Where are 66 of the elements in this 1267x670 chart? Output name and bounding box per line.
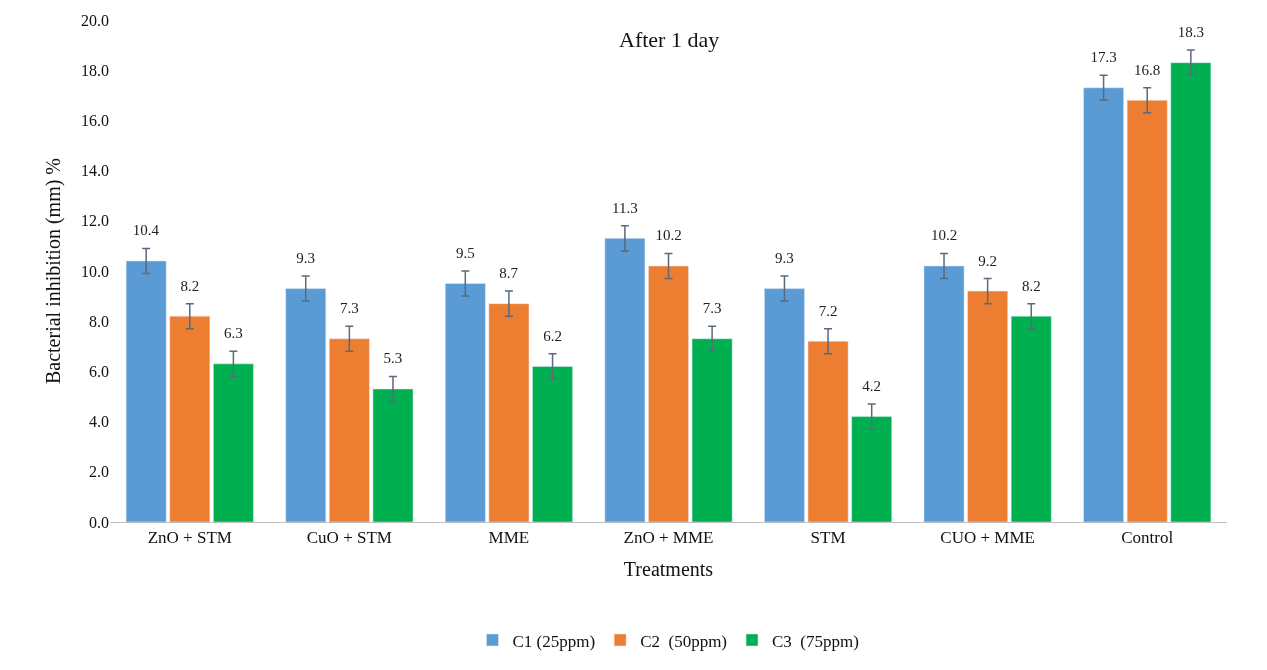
bar [1083,87,1124,522]
bar [1010,315,1052,522]
bar [213,363,254,522]
data-label: 8.2 [180,277,200,294]
bar [604,238,646,522]
data-label: 9.5 [455,245,475,262]
x-tick-label: CuO + STM [306,528,392,548]
bar [532,366,573,522]
y-tick-label: 10.0 [81,262,109,280]
y-tick-label: 8.0 [89,312,109,330]
data-label: 17.3 [1090,49,1117,66]
data-label: 6.3 [224,325,243,342]
legend-label: C1 (25ppm) [512,631,596,651]
bar [648,265,689,522]
legend-label: C3 (75ppm) [772,631,859,651]
bar [1126,100,1168,522]
y-axis-title: Bacterial inhibition (mm) % [41,157,65,385]
data-label: 8.2 [1021,277,1041,294]
data-label: 10.4 [132,222,160,239]
data-label: 9.3 [775,250,794,267]
bar [488,303,530,522]
data-label: 9.3 [296,250,316,267]
bar [445,283,486,522]
x-tick-label: Control [1121,528,1174,548]
bar [691,338,733,522]
data-label: 7.3 [702,300,722,317]
y-tick-label: 16.0 [81,112,109,129]
bar [923,265,965,522]
x-tick-label: ZnO + MME [623,528,714,548]
data-label: 9.2 [978,252,998,269]
data-label: 11.3 [612,199,638,216]
data-label: 10.2 [655,227,682,244]
data-label: 8.7 [499,265,519,282]
y-tick-label: 0.0 [89,513,109,531]
data-label: 6.2 [543,327,562,344]
y-tick-label: 6.0 [89,363,109,380]
y-tick-label: 20.0 [81,11,109,29]
bar [764,288,805,522]
bar [967,290,1008,522]
bar [125,260,167,522]
y-tick-label: 14.0 [81,162,109,180]
legend-label: C2 (50ppm) [640,631,728,651]
data-label: 5.3 [383,350,403,367]
bar [372,388,414,522]
data-label: 10.2 [930,227,958,244]
bar [285,288,327,522]
y-tick-label: 2.0 [89,463,109,481]
data-label: 4.2 [862,378,882,395]
y-tick-label: 4.0 [89,413,109,431]
data-label: 18.3 [1177,24,1204,41]
bar [329,338,370,522]
bar [169,315,211,522]
x-tick-label: ZnO + STM [147,528,232,548]
bar [851,416,892,522]
data-label: 7.2 [818,302,838,319]
y-tick-label: 18.0 [81,61,109,79]
x-tick-label: CUO + MME [940,528,1035,548]
y-tick-label: 12.0 [81,212,109,230]
x-tick-label: STM [810,528,846,548]
data-label: 7.3 [339,300,359,317]
x-tick-label: MME [488,528,530,548]
x-axis-title: Treatments [623,557,714,580]
bar [807,341,849,522]
bar [1170,62,1212,522]
chart-title: After 1 day [619,27,720,52]
data-label: 16.8 [1134,61,1161,78]
